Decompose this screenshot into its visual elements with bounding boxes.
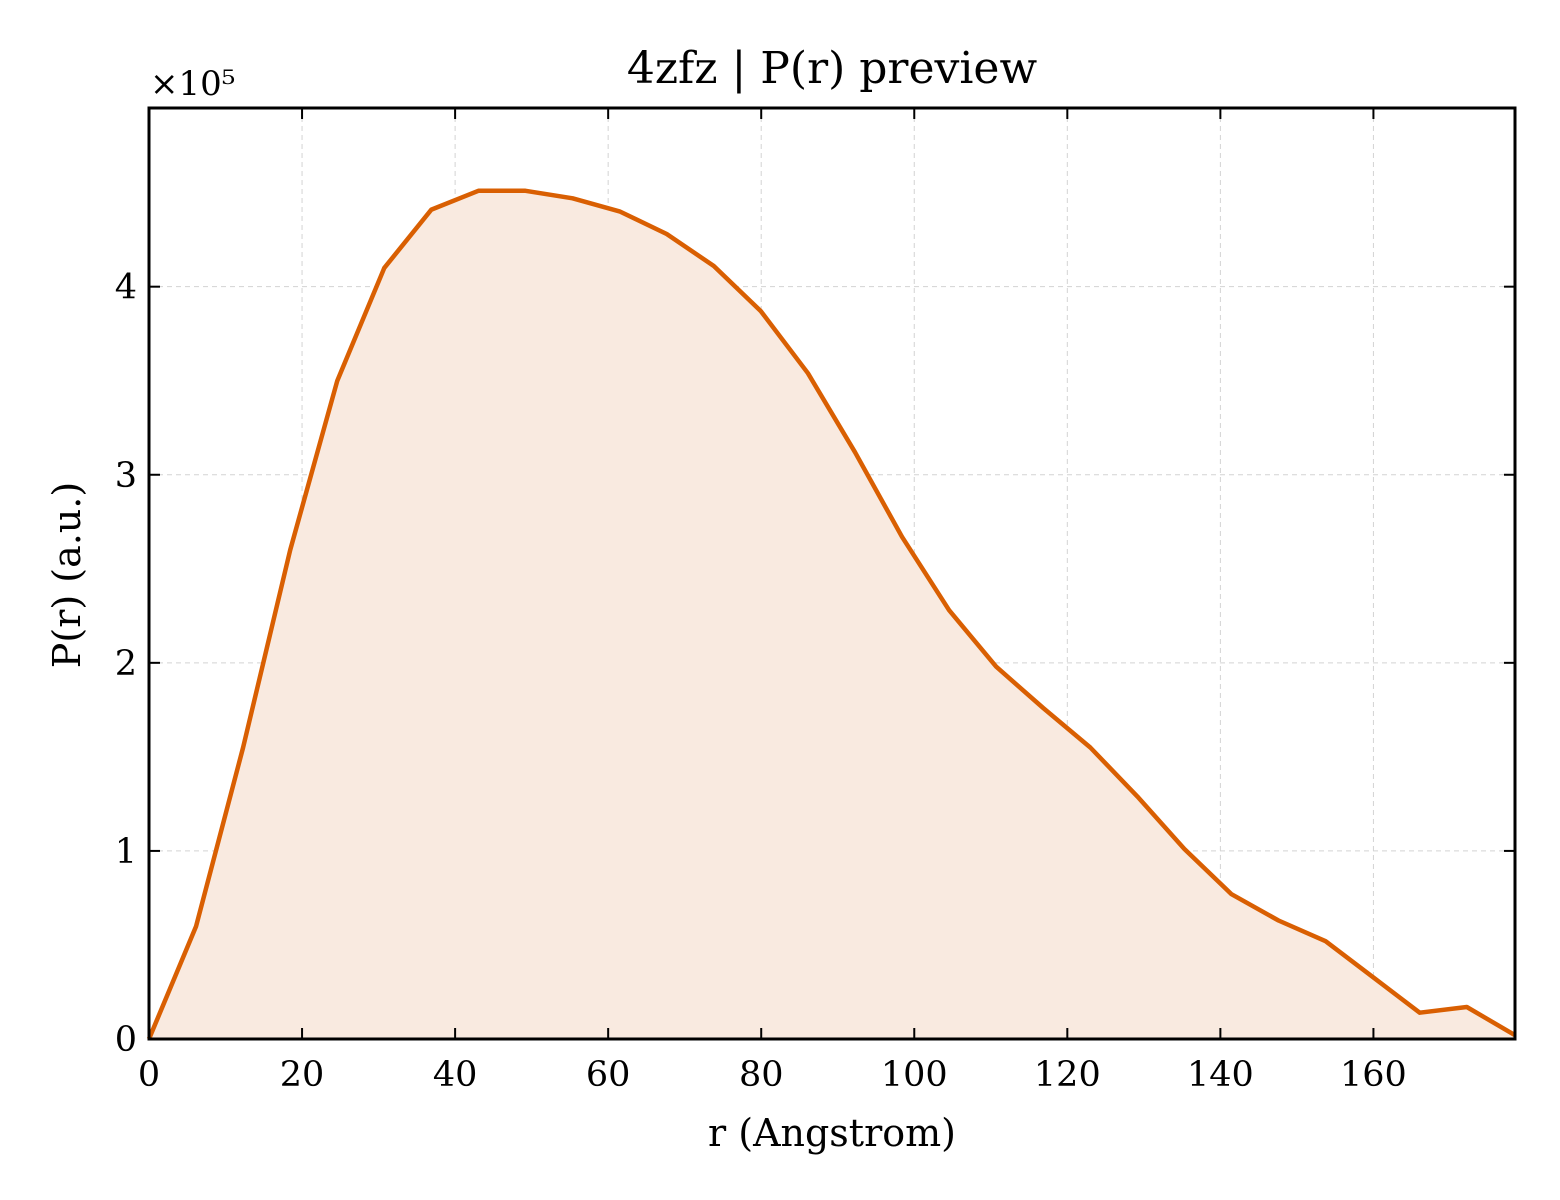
x-axis-label: r (Angstrom) xyxy=(708,1111,956,1155)
area-fill xyxy=(149,190,1515,1040)
x-tick-label: 160 xyxy=(1340,1055,1407,1095)
plot-frame xyxy=(147,106,1517,1041)
y-axis-label: P(r) (a.u.) xyxy=(45,482,89,668)
axis-ticks: 0 20 40 60 80 100 120 140 160 0 1 2 3 4 xyxy=(115,108,1515,1095)
x-tick-label: 80 xyxy=(739,1055,784,1095)
x-tick-label: 60 xyxy=(586,1055,631,1095)
y-tick-label: 1 xyxy=(115,832,137,872)
series-line xyxy=(146,188,1517,1040)
chart-title: 4zfz | P(r) preview xyxy=(627,43,1038,94)
x-tick-label: 0 xyxy=(138,1055,160,1095)
x-tick-label: 20 xyxy=(280,1055,325,1095)
y-tick-label: 2 xyxy=(115,644,137,684)
x-tick-label: 140 xyxy=(1187,1055,1254,1095)
y-tick-label: 3 xyxy=(115,456,137,496)
x-tick-label: 100 xyxy=(881,1055,948,1095)
y-tick-label: 0 xyxy=(115,1020,137,1060)
y-multiplier-label: ×10⁵ xyxy=(150,64,235,104)
x-tick-label: 120 xyxy=(1034,1055,1101,1095)
y-tick-label: 4 xyxy=(115,268,137,308)
x-tick-label: 40 xyxy=(433,1055,478,1095)
